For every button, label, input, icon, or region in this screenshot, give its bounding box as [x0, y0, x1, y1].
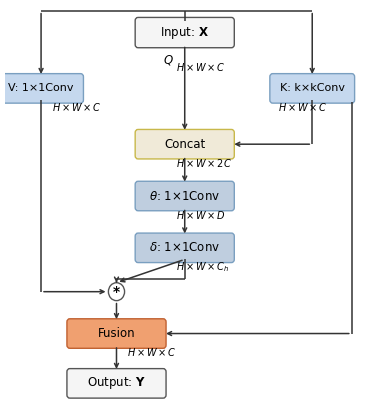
FancyArrowPatch shape [183, 158, 187, 180]
Text: Q: Q [164, 53, 173, 66]
FancyArrowPatch shape [236, 142, 310, 146]
Text: Input: $\mathbf{X}$: Input: $\mathbf{X}$ [160, 24, 209, 40]
Text: $\theta$: 1×1Conv: $\theta$: 1×1Conv [149, 190, 220, 202]
FancyArrowPatch shape [115, 348, 118, 367]
FancyArrowPatch shape [39, 14, 43, 72]
Text: $H\times W\times 2C$: $H\times W\times 2C$ [176, 157, 232, 169]
FancyBboxPatch shape [135, 130, 234, 159]
FancyArrowPatch shape [115, 304, 118, 318]
Text: K: k×kConv: K: k×kConv [280, 83, 345, 93]
FancyBboxPatch shape [67, 369, 166, 398]
FancyArrowPatch shape [168, 332, 349, 336]
Text: $H\times W\times D$: $H\times W\times D$ [176, 209, 226, 221]
FancyBboxPatch shape [135, 18, 234, 48]
FancyBboxPatch shape [0, 74, 84, 103]
Circle shape [108, 283, 124, 301]
FancyBboxPatch shape [67, 319, 166, 348]
FancyArrowPatch shape [121, 260, 182, 282]
Text: $\delta$: 1×1Conv: $\delta$: 1×1Conv [149, 241, 220, 254]
FancyArrowPatch shape [44, 290, 104, 294]
FancyArrowPatch shape [183, 210, 187, 232]
Text: Fusion: Fusion [98, 327, 135, 340]
Text: $H\times W\times C$: $H\times W\times C$ [127, 346, 177, 358]
Text: $H\times W\times C_h$: $H\times W\times C_h$ [176, 260, 229, 274]
Text: *: * [113, 285, 120, 299]
Text: $H\times W\times C$: $H\times W\times C$ [278, 101, 328, 113]
FancyBboxPatch shape [135, 181, 234, 211]
FancyArrowPatch shape [183, 47, 187, 128]
FancyArrowPatch shape [115, 277, 118, 282]
Text: $H\times W\times C$: $H\times W\times C$ [52, 101, 101, 113]
Text: $H\times W\times C$: $H\times W\times C$ [176, 61, 226, 73]
Text: V: 1×1Conv: V: 1×1Conv [8, 83, 74, 93]
FancyBboxPatch shape [135, 233, 234, 262]
FancyArrowPatch shape [310, 14, 314, 72]
Text: Concat: Concat [164, 138, 205, 151]
Text: Output: $\mathbf{Y}$: Output: $\mathbf{Y}$ [87, 375, 146, 391]
FancyBboxPatch shape [270, 74, 355, 103]
